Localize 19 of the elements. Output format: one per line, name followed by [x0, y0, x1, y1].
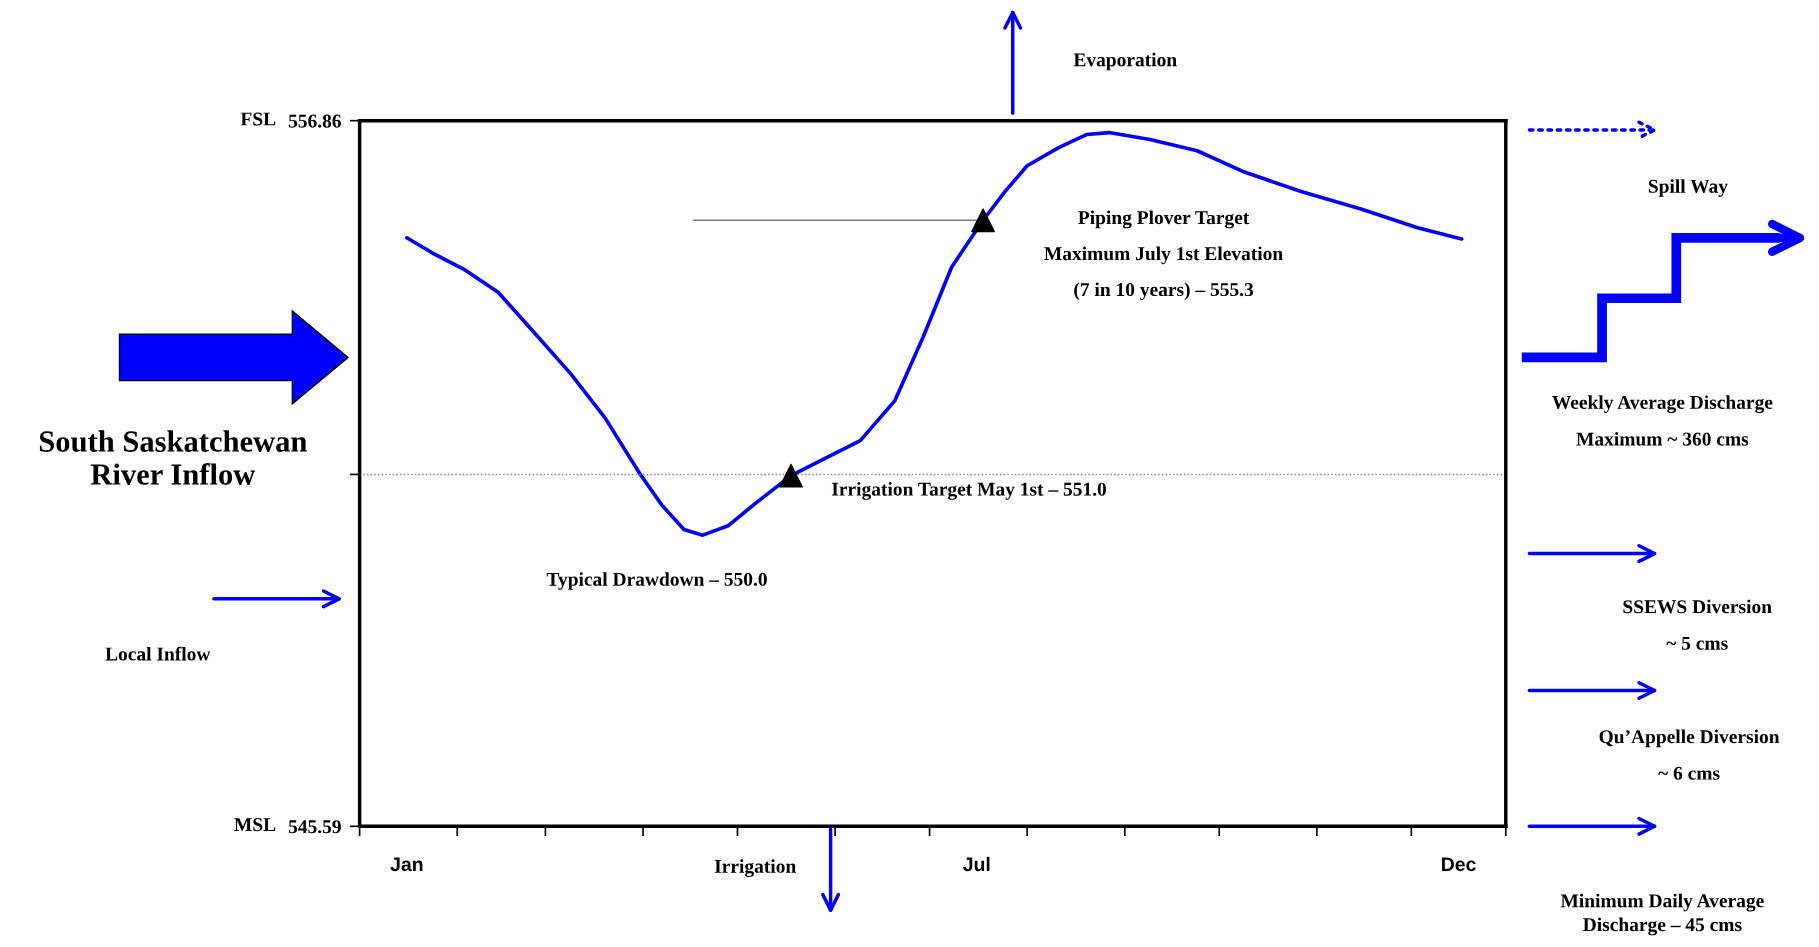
text: Weekly Average Discharge Maximum ~ 360 cms	[1552, 395, 1773, 446]
text: Irrigation	[714, 859, 796, 877]
text: Evaporation	[1073, 52, 1177, 71]
text: SSEWS Diversion ~ 5 cms	[1623, 599, 1772, 650]
text: Minimum Daily Average Discharge – 45 cms	[1560, 893, 1764, 936]
text: South Saskatchewan River Inflow	[39, 430, 307, 485]
text: FSL	[240, 112, 276, 126]
x-tick-label: Dec	[1442, 857, 1476, 872]
y-tick-label: 556.86	[288, 114, 341, 128]
x-tick-label: Jan	[390, 857, 423, 872]
annotation: Irrigation Target May 1st – 551.0	[831, 482, 1107, 500]
text: Qu’Appelle Diversion ~ 6 cms	[1599, 729, 1780, 780]
text: MSL	[234, 818, 276, 832]
y-tick-label: 545.59	[288, 820, 341, 834]
annotation: Piping Plover Target Maximum July 1st Elevation (7 in 10 years) – 555.3	[1044, 210, 1283, 301]
text: Spill Way	[1648, 179, 1728, 197]
annotation: Typical Drawdown – 550.0	[546, 572, 767, 590]
text: Local Inflow	[105, 646, 211, 661]
x-tick-label: Jul	[963, 856, 990, 872]
